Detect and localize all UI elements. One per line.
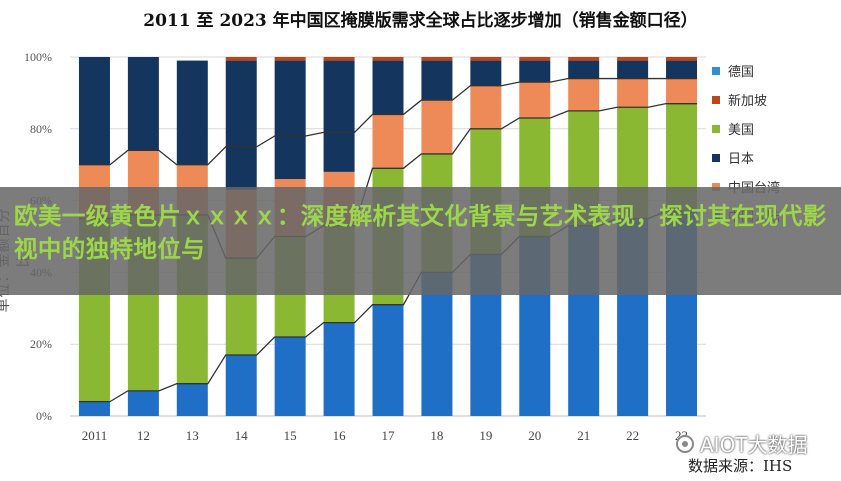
bar-segment	[323, 57, 355, 61]
legend-label: 美国	[728, 123, 755, 138]
x-tick-label: 15	[284, 428, 297, 443]
bar-segment	[421, 57, 453, 61]
bar-segment	[274, 337, 306, 416]
x-tick-label: 13	[186, 428, 199, 443]
bar-segment	[372, 60, 404, 115]
boundary-line	[78, 77, 698, 166]
bar-segment	[323, 60, 355, 172]
bar-segment	[421, 100, 453, 154]
bar-segment	[666, 57, 698, 61]
bar-segment	[617, 60, 649, 79]
bar-segment	[568, 57, 600, 61]
y-tick-label: 0%	[36, 409, 52, 423]
wechat-icon	[676, 434, 694, 453]
bar-segment	[519, 60, 551, 83]
legend-swatch	[712, 153, 720, 162]
x-tick-label: 2011	[82, 428, 108, 443]
bar-segment	[470, 85, 502, 129]
bar-segment	[323, 322, 355, 416]
bar-segment	[568, 60, 600, 79]
legend-label: 新加坡	[728, 94, 768, 109]
source-note: 数据来源：IHS	[688, 457, 793, 475]
bar-segment	[519, 82, 551, 119]
x-tick-label: 16	[333, 428, 347, 443]
bar-segment	[78, 57, 110, 165]
bar-segment	[274, 57, 306, 61]
legend-swatch	[712, 124, 720, 133]
y-tick-label: 100%	[24, 50, 52, 64]
x-tick-label: 20	[528, 428, 541, 443]
bar-segment	[568, 78, 600, 111]
bar-segment	[666, 60, 698, 79]
bar-segment	[666, 78, 698, 104]
bar-segment	[274, 60, 306, 180]
legend-item: 日本	[712, 143, 832, 172]
bar-segment	[421, 272, 453, 416]
legend-label: 德国	[728, 65, 755, 80]
x-tick-label: 18	[430, 428, 443, 443]
bar-segment	[225, 57, 257, 61]
bar-segment	[470, 57, 502, 61]
legend-swatch	[712, 95, 720, 104]
x-tick-label: 14	[235, 428, 249, 443]
bar-segment	[225, 60, 257, 190]
legend-item: 新加坡	[712, 85, 832, 114]
bar-segment	[470, 60, 502, 86]
x-tick-label: 19	[479, 428, 492, 443]
x-tick-label: 17	[382, 428, 396, 443]
bar-segment	[372, 304, 404, 416]
bar-segment	[421, 60, 453, 101]
legend-item: 美国	[712, 114, 832, 143]
legend-label: 日本	[728, 152, 755, 167]
overlay-banner: 欧美一级黄色片ｘｘｘｘ：深度解析其文化背景与艺术表现，探讨其在现代影视中的独特地…	[0, 187, 841, 295]
bar-segment	[617, 78, 649, 108]
x-tick-label: 22	[626, 428, 639, 443]
x-tick-label: 12	[137, 428, 150, 443]
bar-segment	[127, 390, 159, 416]
bar-segment	[519, 57, 551, 61]
bar-segment	[372, 114, 404, 169]
bar-segment	[127, 57, 159, 151]
bar-segment	[176, 383, 208, 416]
legend-item: 德国	[712, 56, 832, 85]
y-tick-label: 20%	[30, 337, 52, 351]
bar-segment	[176, 60, 208, 165]
watermark-text: AIOT大数据	[700, 433, 808, 457]
watermark: AIOT大数据	[676, 429, 808, 458]
bar-segment	[617, 57, 649, 61]
bar-segment	[78, 401, 110, 416]
x-tick-label: 21	[577, 428, 590, 443]
bar-segment	[372, 57, 404, 61]
y-tick-label: 80%	[30, 122, 52, 136]
legend-swatch	[712, 182, 720, 191]
overlay-text: 欧美一级黄色片ｘｘｘｘ：深度解析其文化背景与艺术表现，探讨其在现代影视中的独特地…	[14, 202, 827, 263]
chart-title: 2011 至 2023 年中国区掩膜版需求全球占比逐步增加（销售金额口径）	[143, 11, 698, 31]
bar-segment	[225, 354, 257, 416]
legend-swatch	[712, 66, 720, 75]
